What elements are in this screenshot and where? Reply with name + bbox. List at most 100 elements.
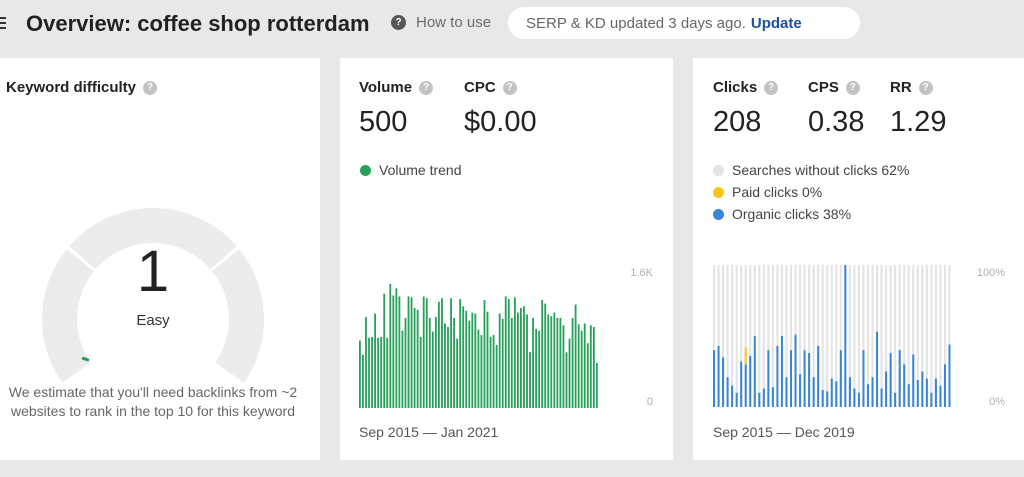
organic-clicks-bar[interactable] [853, 388, 856, 407]
volume-bar[interactable] [541, 300, 544, 408]
organic-clicks-bar[interactable] [934, 378, 937, 407]
menu-icon[interactable] [0, 17, 6, 31]
organic-clicks-bar[interactable] [717, 345, 720, 407]
volume-bar[interactable] [510, 318, 513, 408]
organic-clicks-bar[interactable] [726, 377, 729, 407]
organic-clicks-bar[interactable] [776, 345, 779, 407]
volume-bar[interactable] [520, 308, 522, 408]
organic-clicks-bar[interactable] [912, 354, 915, 407]
organic-clicks-bar[interactable] [907, 384, 910, 407]
paid-clicks-bar[interactable] [744, 347, 747, 365]
volume-bar[interactable] [556, 318, 559, 408]
volume-bar[interactable] [419, 336, 422, 408]
cpc-help-icon[interactable]: ? [502, 80, 517, 95]
rr-help-icon[interactable]: ? [918, 80, 933, 95]
how-to-use-link[interactable]: ? How to use [391, 14, 491, 31]
organic-clicks-bar[interactable] [808, 353, 811, 407]
organic-clicks-bar[interactable] [817, 345, 820, 407]
organic-clicks-bar[interactable] [930, 392, 933, 407]
volume-bar[interactable] [456, 338, 459, 408]
volume-bar[interactable] [571, 318, 574, 408]
volume-bar[interactable] [462, 306, 465, 408]
volume-bar[interactable] [447, 327, 449, 408]
volume-bar[interactable] [416, 309, 419, 408]
volume-bar[interactable] [489, 336, 492, 408]
volume-bar[interactable] [504, 296, 507, 408]
volume-bar[interactable] [474, 313, 477, 409]
volume-bar[interactable] [486, 311, 489, 408]
volume-bar[interactable] [450, 298, 452, 408]
volume-bar[interactable] [526, 314, 528, 408]
organic-clicks-bar[interactable] [753, 336, 756, 407]
organic-clicks-bar[interactable] [830, 378, 833, 407]
organic-clicks-bar[interactable] [835, 381, 838, 407]
organic-clicks-bar[interactable] [916, 380, 919, 407]
volume-bar[interactable] [413, 308, 416, 408]
organic-clicks-bar[interactable] [794, 334, 797, 407]
organic-clicks-bar[interactable] [871, 377, 874, 407]
volume-bar[interactable] [495, 345, 498, 408]
organic-clicks-bar[interactable] [894, 392, 897, 407]
volume-bar[interactable] [595, 363, 598, 408]
volume-bar[interactable] [589, 325, 592, 408]
organic-clicks-bar[interactable] [744, 364, 747, 407]
volume-bar[interactable] [444, 323, 446, 408]
organic-clicks-bar[interactable] [880, 388, 883, 407]
volume-bar[interactable] [538, 330, 541, 408]
organic-clicks-bar[interactable] [799, 374, 802, 407]
volume-bar[interactable] [434, 317, 437, 408]
volume-bar[interactable] [395, 288, 398, 408]
organic-clicks-bar[interactable] [762, 388, 765, 407]
volume-bar[interactable] [568, 338, 571, 408]
organic-clicks-bar[interactable] [885, 371, 888, 408]
organic-clicks-bar[interactable] [898, 350, 901, 407]
volume-bar[interactable] [507, 299, 510, 408]
volume-bar[interactable] [441, 298, 443, 408]
organic-clicks-bar[interactable] [803, 350, 806, 407]
volume-bar[interactable] [550, 316, 553, 408]
volume-bar[interactable] [562, 325, 565, 408]
organic-clicks-bar[interactable] [939, 385, 942, 407]
organic-clicks-bar[interactable] [812, 377, 815, 407]
volume-bar[interactable] [565, 352, 568, 408]
organic-clicks-bar[interactable] [844, 265, 847, 407]
volume-bar[interactable] [386, 337, 389, 408]
volume-bar[interactable] [407, 296, 410, 408]
volume-bar[interactable] [544, 303, 547, 408]
organic-clicks-bar[interactable] [876, 331, 879, 407]
volume-bar[interactable] [553, 312, 556, 408]
volume-bar[interactable] [501, 318, 504, 408]
organic-clicks-bar[interactable] [713, 350, 716, 407]
volume-bar[interactable] [359, 340, 361, 409]
organic-clicks-bar[interactable] [722, 357, 725, 407]
volume-bar[interactable] [577, 324, 580, 408]
organic-clicks-bar[interactable] [866, 384, 869, 407]
volume-bar[interactable] [516, 312, 519, 408]
organic-clicks-bar[interactable] [789, 350, 793, 407]
volume-bar[interactable] [377, 337, 380, 408]
update-link[interactable]: Update [750, 14, 802, 32]
clicks-help-icon[interactable]: ? [764, 80, 779, 95]
volume-bar[interactable] [586, 343, 589, 408]
volume-bar[interactable] [523, 306, 525, 408]
organic-clicks-bar[interactable] [889, 353, 892, 407]
volume-bar[interactable] [380, 336, 383, 408]
organic-clicks-bar[interactable] [735, 392, 738, 407]
organic-clicks-bar[interactable] [821, 389, 824, 407]
volume-bar[interactable] [532, 318, 534, 408]
organic-clicks-bar[interactable] [943, 364, 946, 407]
organic-clicks-bar[interactable] [740, 361, 743, 407]
organic-clicks-bar[interactable] [921, 371, 924, 408]
organic-clicks-bar[interactable] [785, 377, 788, 407]
volume-bar[interactable] [404, 318, 407, 408]
organic-clicks-bar[interactable] [903, 364, 906, 407]
volume-bar[interactable] [547, 314, 550, 408]
volume-bar[interactable] [392, 295, 395, 409]
organic-clicks-bar[interactable] [731, 385, 734, 407]
organic-clicks-bar[interactable] [758, 392, 761, 407]
volume-bar[interactable] [410, 297, 413, 408]
organic-clicks-bar[interactable] [839, 350, 842, 407]
organic-clicks-bar[interactable] [749, 355, 752, 407]
volume-bar[interactable] [422, 296, 425, 408]
volume-bar[interactable] [398, 296, 401, 408]
